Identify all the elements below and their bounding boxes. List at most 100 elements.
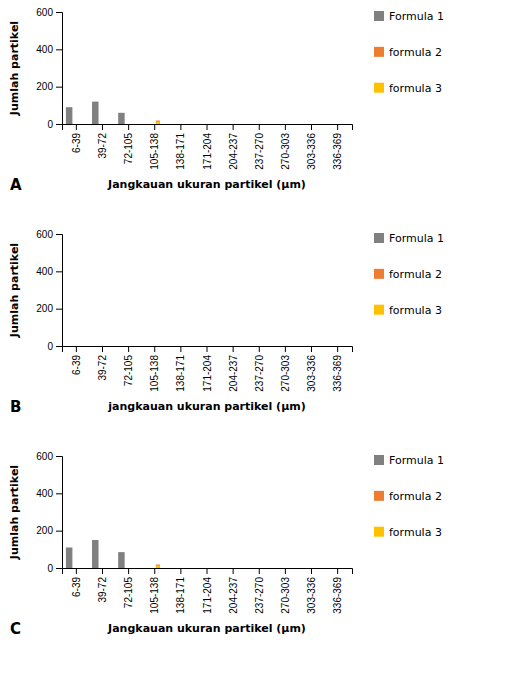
bar xyxy=(204,568,210,569)
tick-label: 105-138 xyxy=(149,133,160,170)
tick: 138-171 xyxy=(175,124,186,170)
bar xyxy=(249,124,255,125)
tick-label: 72-105 xyxy=(123,577,134,609)
bar xyxy=(80,124,86,125)
tick-label: 270-303 xyxy=(280,577,291,614)
bar xyxy=(125,568,131,569)
tick-mark xyxy=(128,568,129,574)
bar xyxy=(334,568,340,569)
tick-mark xyxy=(233,124,234,130)
tick-label: 400 xyxy=(36,44,53,55)
tick: 39-72 xyxy=(97,568,108,603)
tick: 72-105 xyxy=(123,124,134,164)
scatter-series xyxy=(156,121,160,124)
tick-mark xyxy=(180,346,181,352)
tick-label: 400 xyxy=(36,266,53,277)
tick-mark xyxy=(128,124,129,130)
axis-line xyxy=(56,235,63,347)
bar xyxy=(301,124,307,125)
tick-mark xyxy=(180,124,181,130)
bar xyxy=(223,568,229,569)
bar xyxy=(327,346,333,347)
tick-label: 200 xyxy=(36,525,53,536)
tick-mark xyxy=(154,568,155,574)
bar xyxy=(178,346,184,347)
bar xyxy=(170,568,176,569)
bar xyxy=(211,346,217,347)
bar xyxy=(73,568,79,569)
tick: 204-237 xyxy=(228,124,239,170)
bar xyxy=(118,113,124,124)
tick: 0 xyxy=(47,563,62,574)
tick-mark xyxy=(56,456,62,457)
tick-label: 171-204 xyxy=(202,133,213,170)
bar xyxy=(73,346,79,347)
bar xyxy=(263,346,269,347)
tick-label: 400 xyxy=(36,488,53,499)
bar xyxy=(92,102,98,124)
y-axis-title: Jumlah partikel xyxy=(8,21,21,116)
x-axis: 6-3939-7272-105105-138138-171171-204204-… xyxy=(63,124,353,170)
tick-label: 200 xyxy=(36,81,53,92)
tick-mark xyxy=(102,568,103,574)
tick-label: 138-171 xyxy=(175,355,186,392)
legend-swatch xyxy=(374,269,384,279)
tick-label: 600 xyxy=(36,451,53,462)
bar xyxy=(275,124,281,125)
tick-label: 171-204 xyxy=(202,355,213,392)
tick-label: 336-369 xyxy=(332,355,343,392)
bar xyxy=(334,346,340,347)
bar xyxy=(263,124,269,125)
bar xyxy=(342,124,348,125)
bar xyxy=(144,568,150,569)
tick-mark xyxy=(285,346,286,352)
tick-mark xyxy=(76,568,77,574)
tick-label: 303-336 xyxy=(306,577,317,614)
bar xyxy=(133,568,139,569)
x-axis-title: Jangkauan ukuran partikel (μm) xyxy=(107,622,306,635)
tick-label: 204-237 xyxy=(228,133,239,170)
x-axis: 6-3939-7272-105105-138138-171171-204204-… xyxy=(63,346,353,392)
tick-mark xyxy=(259,346,260,352)
tick-label: 39-72 xyxy=(97,355,108,381)
bar xyxy=(237,346,243,347)
point xyxy=(156,565,160,568)
tick-label: 138-171 xyxy=(175,577,186,614)
legend-entry: formula 3 xyxy=(389,526,442,539)
tick-mark xyxy=(56,493,62,494)
tick: 105-138 xyxy=(149,346,160,392)
tick: 105-138 xyxy=(149,124,160,170)
tick-label: 105-138 xyxy=(149,577,160,614)
bar xyxy=(315,568,321,569)
tick-mark xyxy=(56,124,62,125)
tick-label: 204-237 xyxy=(228,355,239,392)
bar xyxy=(282,568,288,569)
axis-line xyxy=(56,13,63,125)
tick: 200 xyxy=(36,525,62,536)
tick: 237-270 xyxy=(254,568,265,614)
bar xyxy=(204,124,210,125)
scatter-series xyxy=(156,121,160,124)
tick-mark xyxy=(311,568,312,574)
tick-label: 39-72 xyxy=(97,577,108,603)
legend-swatch xyxy=(374,305,384,315)
bar xyxy=(301,568,307,569)
bar xyxy=(204,346,210,347)
x-axis-title: jangkauan ukuran partikel (μm) xyxy=(107,400,305,413)
legend-entry: formula 3 xyxy=(389,82,442,95)
bar xyxy=(256,346,262,347)
bar xyxy=(223,124,229,125)
bar xyxy=(327,568,333,569)
legend-entry: formula 2 xyxy=(389,46,442,59)
tick-mark xyxy=(337,568,338,574)
bar xyxy=(301,346,307,347)
bar xyxy=(289,568,295,569)
bar xyxy=(66,346,72,347)
bar xyxy=(230,346,236,347)
tick-mark xyxy=(56,568,62,569)
point xyxy=(156,121,160,124)
tick: 0 xyxy=(47,341,62,352)
bar xyxy=(230,124,236,125)
panel: 02004006006-3939-7272-105105-138138-1711… xyxy=(8,7,444,191)
marks xyxy=(66,540,160,568)
